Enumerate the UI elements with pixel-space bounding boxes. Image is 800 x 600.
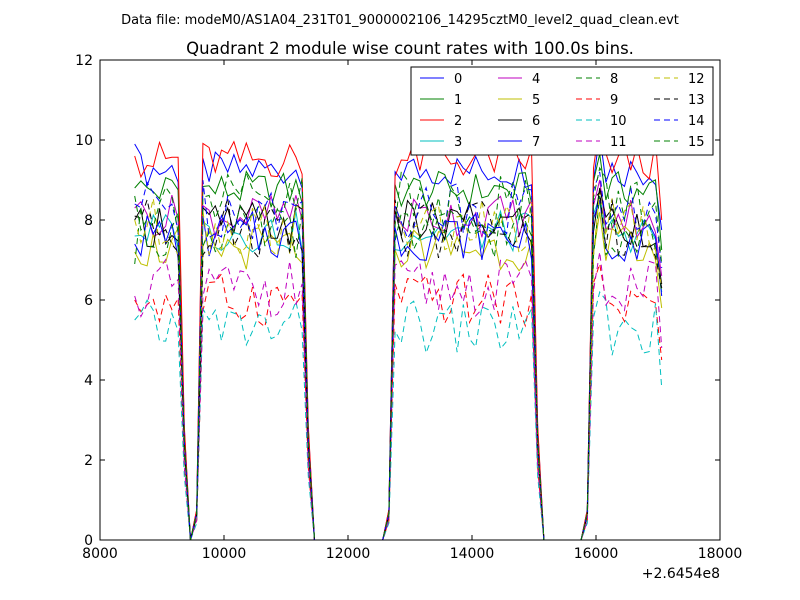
- chart-title: Quadrant 2 module wise count rates with …: [186, 39, 634, 58]
- legend-label-8: 8: [610, 72, 618, 87]
- y-tick-label: 0: [84, 533, 93, 549]
- x-offset-label: +2.6454e8: [642, 566, 720, 582]
- y-tick-label: 6: [84, 293, 93, 309]
- legend-box: [410, 66, 714, 156]
- series-line-14: [134, 171, 663, 540]
- series-line-9: [134, 263, 663, 540]
- series-line-2: [134, 123, 663, 540]
- series-line-7: [134, 199, 663, 540]
- legend-label-0: 0: [454, 72, 462, 87]
- y-tick-label: 4: [84, 373, 93, 389]
- data-file-caption: Data file: modeM0/AS1A04_231T01_90000021…: [121, 13, 679, 28]
- x-tick-label: 14000: [450, 546, 495, 562]
- y-tick-label: 2: [84, 453, 93, 469]
- x-tick-label: 12000: [326, 546, 371, 562]
- series-line-6: [134, 187, 663, 540]
- legend-label-1: 1: [454, 93, 462, 108]
- legend-label-10: 10: [610, 114, 627, 129]
- plot-frame: [99, 59, 721, 541]
- series-line-5: [134, 211, 663, 540]
- series-line-0: [134, 133, 663, 540]
- x-tick-label: 18000: [698, 546, 743, 562]
- x-tick-label: 8000: [82, 546, 118, 562]
- legend-label-4: 4: [532, 72, 540, 87]
- legend-label-12: 12: [688, 72, 705, 87]
- legend-label-13: 13: [688, 93, 705, 108]
- series-layer: [134, 123, 663, 540]
- legend-label-2: 2: [454, 114, 462, 129]
- x-tick-label: 10000: [202, 546, 247, 562]
- y-tick-label: 8: [84, 213, 93, 229]
- legend-label-11: 11: [610, 135, 627, 150]
- legend-label-15: 15: [688, 135, 705, 150]
- series-line-10: [134, 290, 663, 540]
- y-tick-label: 12: [75, 53, 93, 69]
- series-line-13: [134, 190, 663, 540]
- x-tick-label: 16000: [574, 546, 619, 562]
- y-tick-label: 10: [75, 133, 93, 149]
- series-line-3: [134, 195, 663, 540]
- legend-label-7: 7: [532, 135, 540, 150]
- legend-label-9: 9: [610, 93, 618, 108]
- series-line-8: [134, 195, 663, 540]
- legend-label-6: 6: [532, 114, 540, 129]
- legend-label-3: 3: [454, 135, 462, 150]
- legend-label-14: 14: [688, 114, 705, 129]
- legend-label-5: 5: [532, 93, 540, 108]
- series-line-11: [134, 251, 663, 540]
